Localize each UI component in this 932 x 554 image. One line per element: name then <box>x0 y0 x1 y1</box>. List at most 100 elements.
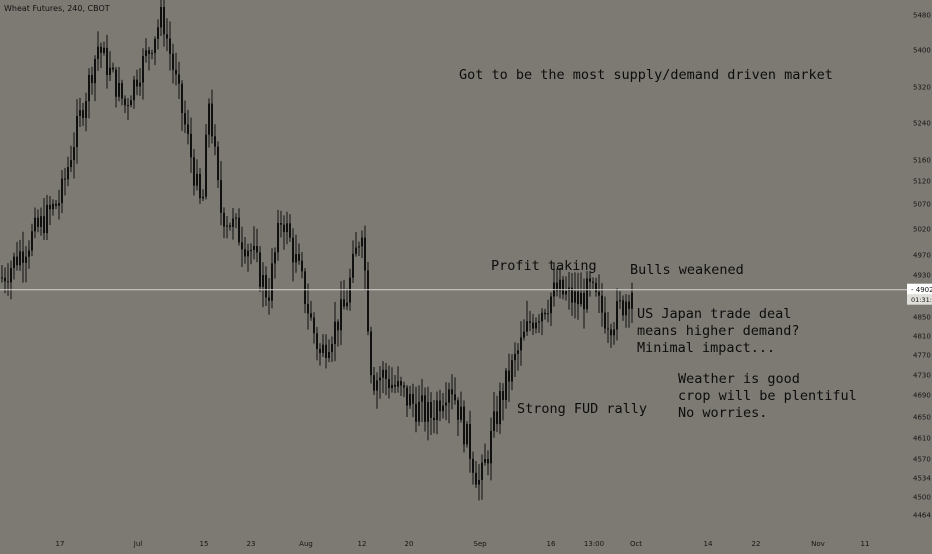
annotation-supply-demand: Got to be the most supply/demand driven … <box>459 67 833 83</box>
candle-body <box>82 110 84 118</box>
candle-body <box>235 217 237 219</box>
candle-body <box>439 400 441 412</box>
candle-body <box>373 375 375 391</box>
candle-body <box>592 281 594 283</box>
candle-body <box>469 424 471 459</box>
candle-body <box>346 302 348 307</box>
candle-body <box>445 402 447 406</box>
y-tick-label: 4850 <box>913 314 931 322</box>
y-tick-label: 4650 <box>913 414 931 422</box>
candle-body <box>247 250 249 257</box>
candle-body <box>538 321 540 323</box>
candle-body <box>145 50 147 56</box>
candle-body <box>19 251 21 266</box>
candle-body <box>205 134 207 197</box>
y-tick-label: 5240 <box>913 120 931 128</box>
candle-body <box>22 251 24 263</box>
candle-body <box>322 344 324 354</box>
candle-body <box>241 242 243 250</box>
candle-body <box>571 287 573 303</box>
x-tick-label: Sep <box>473 540 487 548</box>
candle-body <box>310 313 312 318</box>
candle-body <box>229 225 231 227</box>
candle-body <box>493 411 495 431</box>
candle-body <box>211 103 213 137</box>
candle-body <box>388 378 390 389</box>
candle-body <box>196 173 198 186</box>
annotation-trade-deal-1: US Japan trade deal <box>637 306 792 322</box>
candle-body <box>631 292 633 309</box>
candle-body <box>265 275 267 298</box>
candle-body <box>544 312 546 315</box>
candle-body <box>316 333 318 350</box>
candle-body <box>457 400 459 420</box>
candle-body <box>283 224 285 233</box>
candle-body <box>223 212 225 227</box>
candle-body <box>58 203 60 206</box>
candle-body <box>475 472 477 485</box>
annotation-trade-deal-2: means higher demand? <box>637 323 800 339</box>
candle-body <box>343 299 345 307</box>
x-tick-label: 16 <box>547 540 556 548</box>
candle-body <box>331 343 333 353</box>
candle-body <box>325 344 327 358</box>
candle-body <box>55 203 57 206</box>
candle-body <box>127 105 129 107</box>
annotation-bulls-weakened: Bulls weakened <box>630 262 744 278</box>
y-tick-label: 5070 <box>913 201 931 209</box>
candle-body <box>226 225 228 227</box>
candle-body <box>340 299 342 331</box>
candle-body <box>433 417 435 421</box>
y-tick-label: 4770 <box>913 352 931 360</box>
candle-body <box>319 349 321 354</box>
candle-body <box>163 7 165 35</box>
candle-body <box>28 250 30 257</box>
candle-body <box>526 321 528 332</box>
candle-body <box>67 167 69 180</box>
candle-body <box>364 237 366 271</box>
candle-body <box>409 393 411 406</box>
candle-body <box>271 263 273 301</box>
candle-body <box>244 249 246 257</box>
candle-body <box>478 479 480 485</box>
candle-body <box>52 203 54 210</box>
candle-body <box>379 377 381 381</box>
candle-body <box>403 385 405 388</box>
candle-body <box>370 331 372 376</box>
candle-body <box>355 247 357 254</box>
candle-body <box>286 223 288 233</box>
candle-body <box>160 7 162 28</box>
candle-body <box>157 27 159 39</box>
candle-body <box>523 331 525 338</box>
candle-body <box>427 402 429 422</box>
x-tick-label: 11 <box>861 540 870 548</box>
y-tick-label: 5400 <box>913 47 931 55</box>
candle-body <box>301 260 303 272</box>
candle-body <box>607 328 609 330</box>
candle-body <box>115 69 117 97</box>
x-tick-label: 22 <box>752 540 761 548</box>
candle-body <box>565 291 567 295</box>
candle-body <box>40 216 42 227</box>
x-tick-label: 23 <box>247 540 256 548</box>
candle-body <box>415 403 417 422</box>
candle-body <box>496 411 498 425</box>
candle-body <box>118 82 120 97</box>
candle-body <box>190 133 192 158</box>
candle-body <box>238 217 240 243</box>
countdown-bg <box>907 294 932 305</box>
candle-body <box>328 352 330 358</box>
candle-body <box>529 321 531 323</box>
candle-body <box>385 369 387 379</box>
candle-body <box>139 82 141 87</box>
candle-body <box>46 204 48 234</box>
candle-body <box>304 271 306 305</box>
candle-body <box>10 268 12 283</box>
candle-body <box>520 337 522 351</box>
annotation-weather-2: crop will be plentiful <box>678 388 857 404</box>
candle-body <box>4 277 6 282</box>
candle-body <box>334 321 336 344</box>
candle-body <box>169 38 171 54</box>
